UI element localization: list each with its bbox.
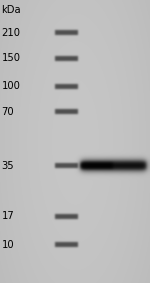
- Text: kDa: kDa: [2, 5, 21, 15]
- Text: 35: 35: [2, 160, 14, 171]
- Text: 210: 210: [2, 27, 21, 38]
- Text: 70: 70: [2, 107, 14, 117]
- Text: 150: 150: [2, 53, 21, 63]
- Text: 10: 10: [2, 240, 14, 250]
- Text: 100: 100: [2, 81, 20, 91]
- Text: 17: 17: [2, 211, 14, 222]
